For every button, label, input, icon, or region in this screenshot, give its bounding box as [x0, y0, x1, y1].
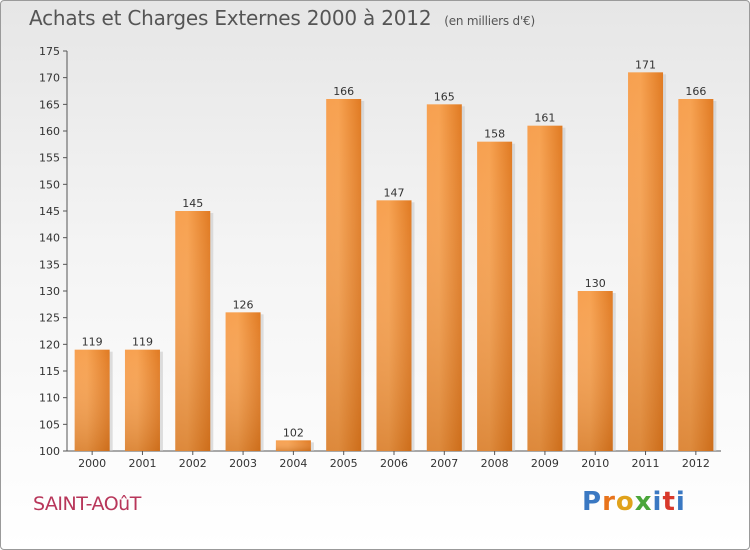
bar-value-label: 158 — [484, 128, 505, 141]
bar-value-label: 130 — [585, 277, 606, 290]
bar-shade-2005 — [326, 99, 362, 451]
bar-value-label: 161 — [534, 112, 555, 125]
chart-axes: 100 105 110 115 120 125 130 135 140 145 150 155 160 1… — [39, 45, 721, 470]
bar-shade-2011 — [628, 72, 664, 451]
logo-letter: r — [602, 487, 616, 517]
y-tick-label: 145 — [39, 205, 60, 218]
bar-shade-2004 — [275, 440, 311, 451]
x-tick-label: 2009 — [531, 457, 559, 470]
y-tick-label: 155 — [39, 152, 60, 165]
x-tick-label: 2003 — [229, 457, 257, 470]
x-tick-label: 2010 — [581, 457, 609, 470]
bar-value-label: 102 — [283, 426, 304, 439]
x-tick-label: 2001 — [128, 457, 156, 470]
bar-shade-2009 — [527, 125, 563, 452]
commune-name: SAINT-AOûT — [33, 493, 141, 515]
chart-unit: (en milliers d'€) — [444, 14, 535, 28]
bar-value-label: 126 — [233, 298, 254, 311]
logo-letter: o — [615, 487, 635, 517]
x-tick-label: 2011 — [632, 457, 660, 470]
bar-value-label: 165 — [434, 90, 455, 103]
x-tick-label: 2005 — [330, 457, 358, 470]
bar-shade-2002 — [175, 211, 211, 451]
x-tick-label: 2008 — [481, 457, 509, 470]
y-tick-label: 165 — [39, 98, 60, 111]
logo-letter: i — [675, 487, 686, 517]
logo-letter: t — [662, 487, 676, 517]
bar-value-label: 119 — [132, 336, 153, 349]
bar-value-label: 147 — [384, 186, 405, 199]
x-tick-label: 2006 — [380, 457, 408, 470]
y-tick-label: 140 — [39, 232, 60, 245]
y-tick-label: 130 — [39, 285, 60, 298]
bar-value-label: 119 — [82, 336, 103, 349]
bar-shade-2003 — [225, 312, 261, 451]
x-tick-label: 2004 — [279, 457, 307, 470]
bar-shade-2006 — [376, 200, 412, 451]
chart-title-text: Achats et Charges Externes 2000 à 2012 — [29, 6, 432, 30]
bar-shade-2012 — [678, 99, 714, 451]
chart-bars — [74, 72, 717, 452]
y-tick-label: 135 — [39, 258, 60, 271]
y-tick-label: 120 — [39, 338, 60, 351]
y-tick-label: 175 — [39, 45, 60, 58]
x-tick-label: 2007 — [430, 457, 458, 470]
bar-shade-2007 — [426, 104, 462, 451]
bar-shade-2008 — [477, 141, 513, 451]
bar-value-label: 166 — [333, 85, 354, 98]
y-tick-label: 110 — [39, 392, 60, 405]
y-tick-label: 160 — [39, 125, 60, 138]
bar-value-label: 166 — [685, 85, 706, 98]
y-tick-label: 170 — [39, 72, 60, 85]
chart-data-labels: 119 119 145 126 102 166 147 165 158 161 130 171 166 — [82, 58, 707, 439]
y-tick-label: 150 — [39, 178, 60, 191]
logo-letter: P — [582, 487, 603, 517]
y-tick-label: 115 — [39, 365, 60, 378]
y-tick-label: 125 — [39, 312, 60, 325]
x-tick-label: 2000 — [78, 457, 106, 470]
x-tick-label: 2002 — [179, 457, 207, 470]
bar-value-label: 145 — [182, 197, 203, 210]
bar-shade-2001 — [124, 349, 160, 451]
x-tick-label: 2012 — [682, 457, 710, 470]
proxiti-logo: Proxiti — [582, 487, 686, 517]
bar-shade-2000 — [74, 349, 110, 451]
chart-title: Achats et Charges Externes 2000 à 2012 (… — [29, 6, 535, 30]
logo-letter: x — [634, 487, 653, 517]
y-tick-label: 105 — [39, 418, 60, 431]
bar-value-label: 171 — [635, 58, 656, 71]
logo-letter: i — [652, 487, 663, 517]
y-tick-label: 100 — [39, 445, 60, 458]
bar-shade-2010 — [577, 291, 613, 451]
